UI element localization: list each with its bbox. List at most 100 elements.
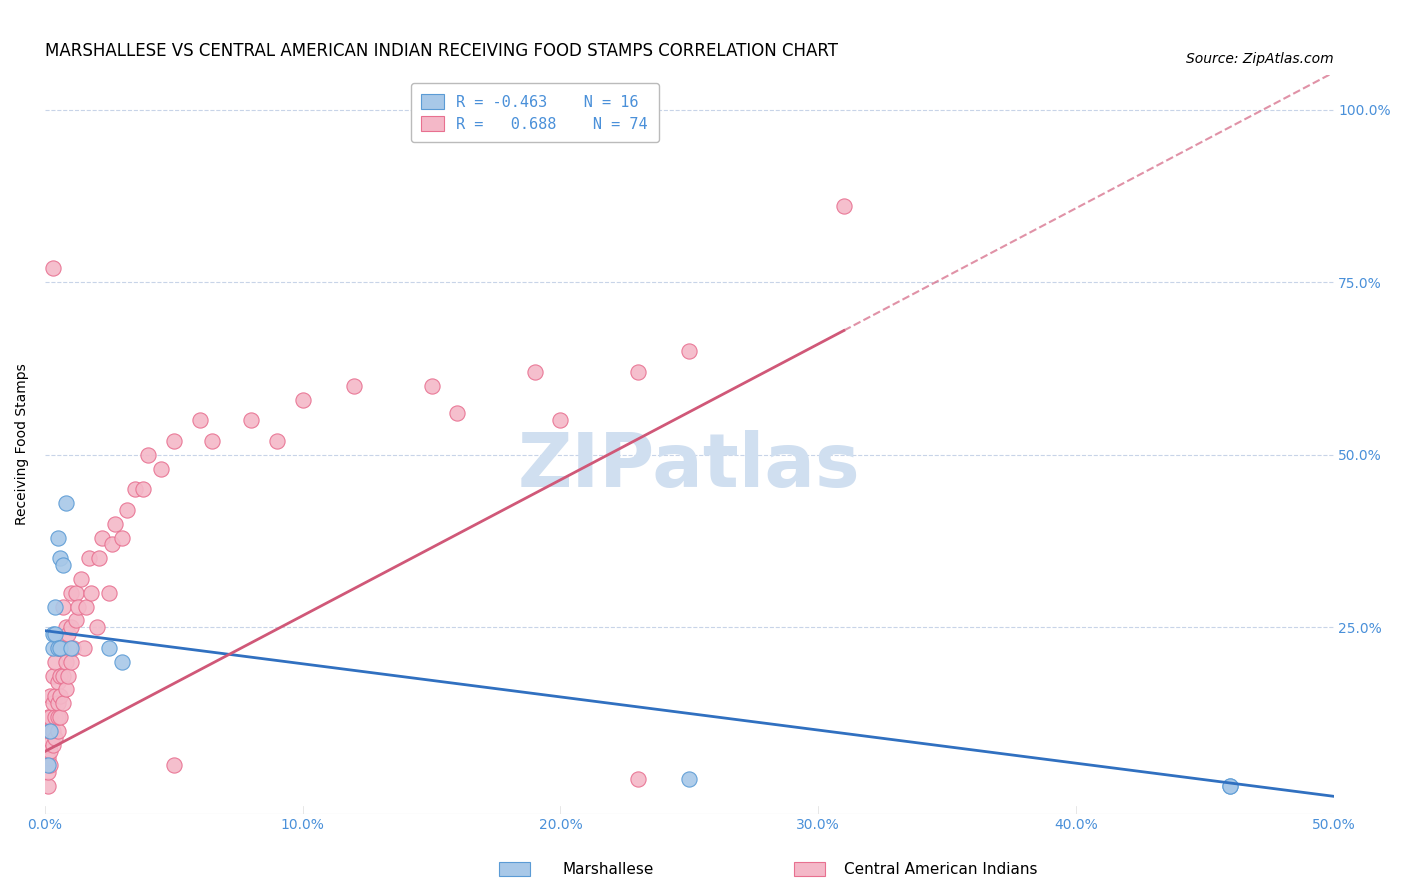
Point <box>103 516 125 531</box>
Point <box>1219 779 1241 793</box>
Point <box>41 640 63 655</box>
Point <box>70 572 93 586</box>
Point <box>163 758 186 772</box>
Point <box>44 627 66 641</box>
Point <box>343 378 366 392</box>
Point <box>90 531 112 545</box>
Point <box>163 434 186 448</box>
Point <box>41 738 63 752</box>
Point <box>39 710 62 724</box>
Point <box>240 413 263 427</box>
Text: Marshallese: Marshallese <box>562 863 654 877</box>
Point <box>67 599 90 614</box>
Point <box>41 668 63 682</box>
Point <box>832 199 855 213</box>
Text: Source: ZipAtlas.com: Source: ZipAtlas.com <box>1185 53 1333 66</box>
Legend: R = -0.463    N = 16, R =   0.688    N = 74: R = -0.463 N = 16, R = 0.688 N = 74 <box>411 83 658 143</box>
Point <box>62 640 84 655</box>
Point <box>46 723 69 738</box>
Point <box>98 585 121 599</box>
Point <box>46 696 69 710</box>
Point <box>59 620 82 634</box>
Point <box>77 551 100 566</box>
Point <box>41 696 63 710</box>
Point <box>44 710 66 724</box>
Point <box>49 640 72 655</box>
Point <box>49 710 72 724</box>
Y-axis label: Receiving Food Stamps: Receiving Food Stamps <box>15 364 30 525</box>
Point <box>72 640 94 655</box>
Point <box>65 613 87 627</box>
Point <box>55 682 77 697</box>
Point <box>49 640 72 655</box>
Point <box>37 710 59 724</box>
Point <box>49 551 72 566</box>
Point <box>39 744 62 758</box>
Point <box>55 496 77 510</box>
Point <box>37 738 59 752</box>
Text: Central American Indians: Central American Indians <box>844 863 1038 877</box>
Point <box>132 482 155 496</box>
Point <box>266 434 288 448</box>
Point <box>37 751 59 765</box>
Point <box>52 640 75 655</box>
Point <box>52 696 75 710</box>
Point <box>86 620 108 634</box>
Point <box>678 772 700 786</box>
Point <box>59 585 82 599</box>
Point <box>59 640 82 655</box>
Point <box>627 772 650 786</box>
Point <box>49 668 72 682</box>
Point <box>75 599 97 614</box>
Text: ZIPatlas: ZIPatlas <box>517 430 860 503</box>
Point <box>136 448 159 462</box>
Point <box>101 537 124 551</box>
Point <box>55 620 77 634</box>
Point <box>52 599 75 614</box>
Point <box>37 758 59 772</box>
Point <box>44 731 66 745</box>
Point <box>523 365 546 379</box>
Point <box>41 627 63 641</box>
Point <box>39 723 62 738</box>
Point <box>117 503 139 517</box>
Point <box>39 758 62 772</box>
Point <box>291 392 314 407</box>
Point <box>49 690 72 704</box>
Point <box>111 531 134 545</box>
Point <box>46 531 69 545</box>
Point <box>44 655 66 669</box>
Point <box>52 558 75 573</box>
Point <box>124 482 146 496</box>
Point <box>44 599 66 614</box>
Point <box>149 461 172 475</box>
Point <box>65 585 87 599</box>
Point <box>1219 779 1241 793</box>
Point <box>46 640 69 655</box>
Point <box>188 413 211 427</box>
Point <box>80 585 103 599</box>
Point <box>111 655 134 669</box>
Point <box>201 434 224 448</box>
Point <box>98 640 121 655</box>
Text: MARSHALLESE VS CENTRAL AMERICAN INDIAN RECEIVING FOOD STAMPS CORRELATION CHART: MARSHALLESE VS CENTRAL AMERICAN INDIAN R… <box>45 42 838 60</box>
Point <box>59 655 82 669</box>
Point <box>52 668 75 682</box>
Point <box>420 378 443 392</box>
Point <box>678 344 700 359</box>
Point <box>41 723 63 738</box>
Point <box>56 668 79 682</box>
Point <box>627 365 650 379</box>
Point <box>55 655 77 669</box>
Point <box>44 690 66 704</box>
Point <box>37 765 59 780</box>
Point <box>39 690 62 704</box>
Point <box>41 261 63 276</box>
Point <box>46 675 69 690</box>
Point <box>46 710 69 724</box>
Point <box>446 406 468 420</box>
Point <box>87 551 110 566</box>
Point <box>39 723 62 738</box>
Point <box>37 779 59 793</box>
Point <box>56 627 79 641</box>
